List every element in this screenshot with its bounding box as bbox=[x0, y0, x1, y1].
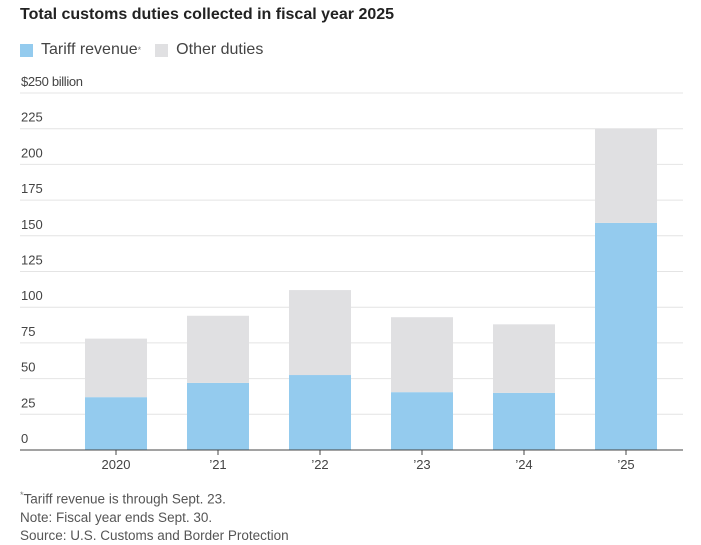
footnote: *Tariff revenue is through Sept. 23. bbox=[20, 486, 289, 509]
y-tick-label: 25 bbox=[21, 395, 35, 410]
bar-other bbox=[289, 290, 351, 376]
y-tick-label: 150 bbox=[21, 217, 43, 232]
bar-chart: 0 25 50 75 100 125 150 175 200 225 $250 billion 202… bbox=[20, 74, 683, 472]
bar-other bbox=[595, 128, 657, 223]
y-tick-label: 0 bbox=[21, 431, 28, 446]
legend-swatch-other bbox=[155, 43, 169, 57]
source: Source: U.S. Customs and Border Protecti… bbox=[20, 527, 289, 543]
y-tick-label: 50 bbox=[21, 360, 35, 375]
footnotes: *Tariff revenue is through Sept. 23. Not… bbox=[20, 486, 289, 545]
x-tick-label: ’25 bbox=[617, 457, 634, 472]
note: Note: Fiscal year ends Sept. 30. bbox=[20, 509, 213, 525]
x-tick-label: ’22 bbox=[311, 457, 328, 472]
bar-other bbox=[85, 338, 147, 398]
y-tick-label: 200 bbox=[21, 145, 43, 160]
bar-other bbox=[187, 315, 249, 383]
bar-other bbox=[391, 317, 453, 393]
legend-label-tariff: Tariff revenue bbox=[41, 41, 138, 58]
legend-marker: * bbox=[137, 45, 142, 55]
y-tick-label: 175 bbox=[21, 181, 43, 196]
x-tick-label: 2020 bbox=[102, 457, 131, 472]
bar-tariff bbox=[391, 392, 453, 450]
x-tick-label: ’23 bbox=[413, 457, 430, 472]
footnote-marker: * bbox=[20, 490, 24, 500]
x-tick-label: ’21 bbox=[209, 457, 226, 472]
bar-other bbox=[493, 324, 555, 393]
x-tick-label: ’24 bbox=[515, 457, 532, 472]
footnote-text: Tariff revenue is through Sept. 23. bbox=[23, 491, 226, 507]
bar-tariff bbox=[493, 392, 555, 450]
bar-tariff bbox=[289, 375, 351, 450]
y-tick-label: $250 billion bbox=[21, 74, 83, 89]
chart-title: Total customs duties collected in fiscal… bbox=[20, 6, 395, 23]
bar-tariff bbox=[187, 382, 249, 450]
legend-item-tariff: Tariff revenue * bbox=[20, 41, 141, 59]
legend-item-other: Other duties bbox=[155, 41, 263, 59]
bar-tariff bbox=[85, 397, 147, 450]
legend: Tariff revenue * Other duties bbox=[20, 41, 277, 59]
legend-label-other: Other duties bbox=[176, 41, 264, 58]
y-tick-label: 75 bbox=[21, 324, 35, 339]
legend-swatch-tariff bbox=[20, 43, 33, 57]
bar-tariff bbox=[595, 222, 657, 450]
y-tick-label: 125 bbox=[21, 253, 43, 268]
y-tick-label: 100 bbox=[21, 288, 43, 303]
y-tick-label: 225 bbox=[21, 110, 43, 125]
